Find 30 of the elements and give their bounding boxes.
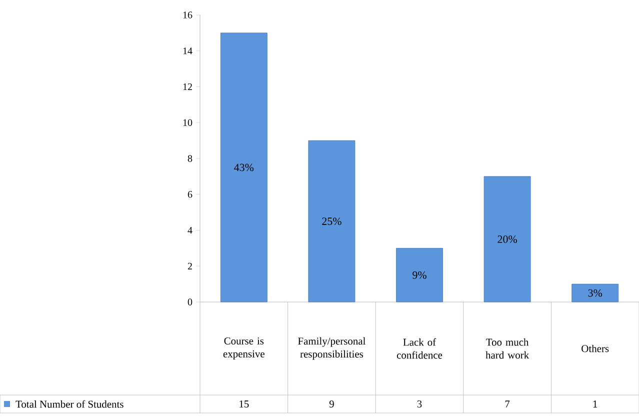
annotation: 9% (412, 271, 426, 279)
y-tick-label: 14 (183, 48, 192, 54)
x-tick-label: Course is expensive (223, 337, 264, 360)
bar (396, 248, 443, 302)
data-label: 15 (240, 400, 249, 408)
y-tick-label: 16 (183, 12, 192, 18)
y-tick-label: 0 (188, 298, 192, 306)
y-tick-label: 8 (188, 155, 192, 162)
x-tick-label: Lack of confidence (396, 338, 442, 359)
bar (220, 32, 268, 302)
data-label: 1 (593, 400, 598, 408)
y-tick-label: 4 (188, 226, 192, 234)
data-label: 7 (505, 400, 510, 408)
data-label: 3 (417, 400, 422, 408)
legend-label: Total Number of Students (16, 400, 124, 408)
bar (308, 140, 356, 302)
y-tick-label: 12 (183, 83, 192, 90)
x-tick-label: Too much hard work (486, 338, 530, 359)
data-label: 9 (329, 400, 334, 408)
y-tick-label: 6 (188, 191, 192, 198)
x-tick-label: Family/personal responsibilities (298, 337, 366, 360)
annotation: 25% (322, 218, 342, 225)
bar (484, 176, 531, 302)
y-tick-label: 2 (188, 262, 192, 270)
bar (572, 284, 619, 302)
annotation: 43% (234, 164, 254, 172)
y-tick-label: 10 (183, 119, 192, 126)
x-tick-label: Others (582, 344, 609, 352)
annotation: 20% (498, 236, 517, 243)
annotation: 3% (588, 289, 602, 297)
